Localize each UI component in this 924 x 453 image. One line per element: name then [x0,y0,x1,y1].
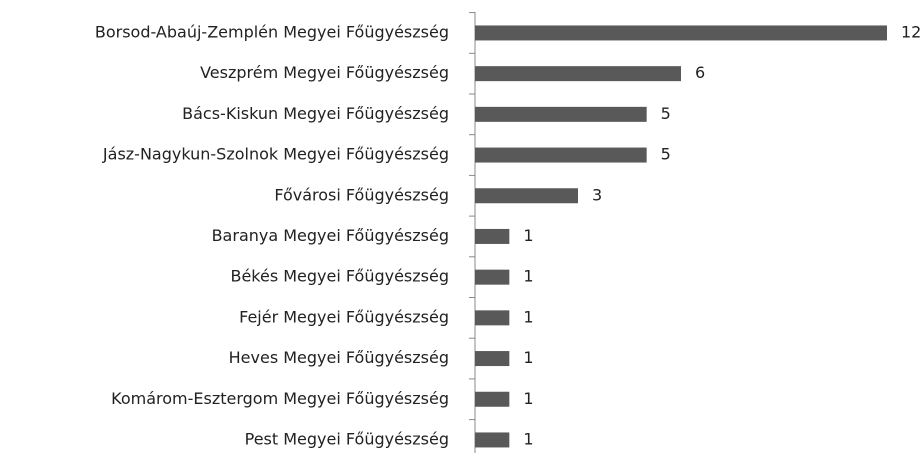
category-label: Fővárosi Főügyészség [274,185,449,204]
data-label: 12 [901,22,921,41]
data-label: 1 [523,307,533,326]
category-label: Komárom-Esztergom Megyei Főügyészség [111,389,449,408]
data-label: 6 [695,63,705,82]
bar [475,310,510,326]
category-label: Heves Megyei Főügyészség [229,348,449,367]
bar [475,66,681,82]
category-label: Pest Megyei Főügyészség [245,429,449,448]
bar [475,432,510,448]
data-label: 5 [661,145,671,164]
category-label: Jász-Nagykun-Szolnok Megyei Főügyészség [102,145,449,164]
category-label: Borsod-Abaúj-Zemplén Megyei Főügyészség [95,22,449,41]
bar [475,188,578,204]
bar [475,351,510,367]
category-label: Veszprém Megyei Főügyészség [200,63,449,82]
category-label: Békés Megyei Főügyészség [230,267,449,286]
bar [475,25,887,41]
data-label: 5 [661,104,671,123]
category-label: Fejér Megyei Főügyészség [239,307,449,326]
data-label: 1 [523,389,533,408]
data-label: 1 [523,267,533,286]
data-label: 1 [523,226,533,245]
category-label: Baranya Megyei Főügyészség [212,226,449,245]
data-label: 1 [523,348,533,367]
bar [475,228,510,244]
category-label: Bács-Kiskun Megyei Főügyészség [182,104,449,123]
bar [475,106,647,122]
bar [475,269,510,285]
bar [475,147,647,163]
data-label: 1 [523,429,533,448]
bar [475,391,510,407]
data-label: 3 [592,185,602,204]
